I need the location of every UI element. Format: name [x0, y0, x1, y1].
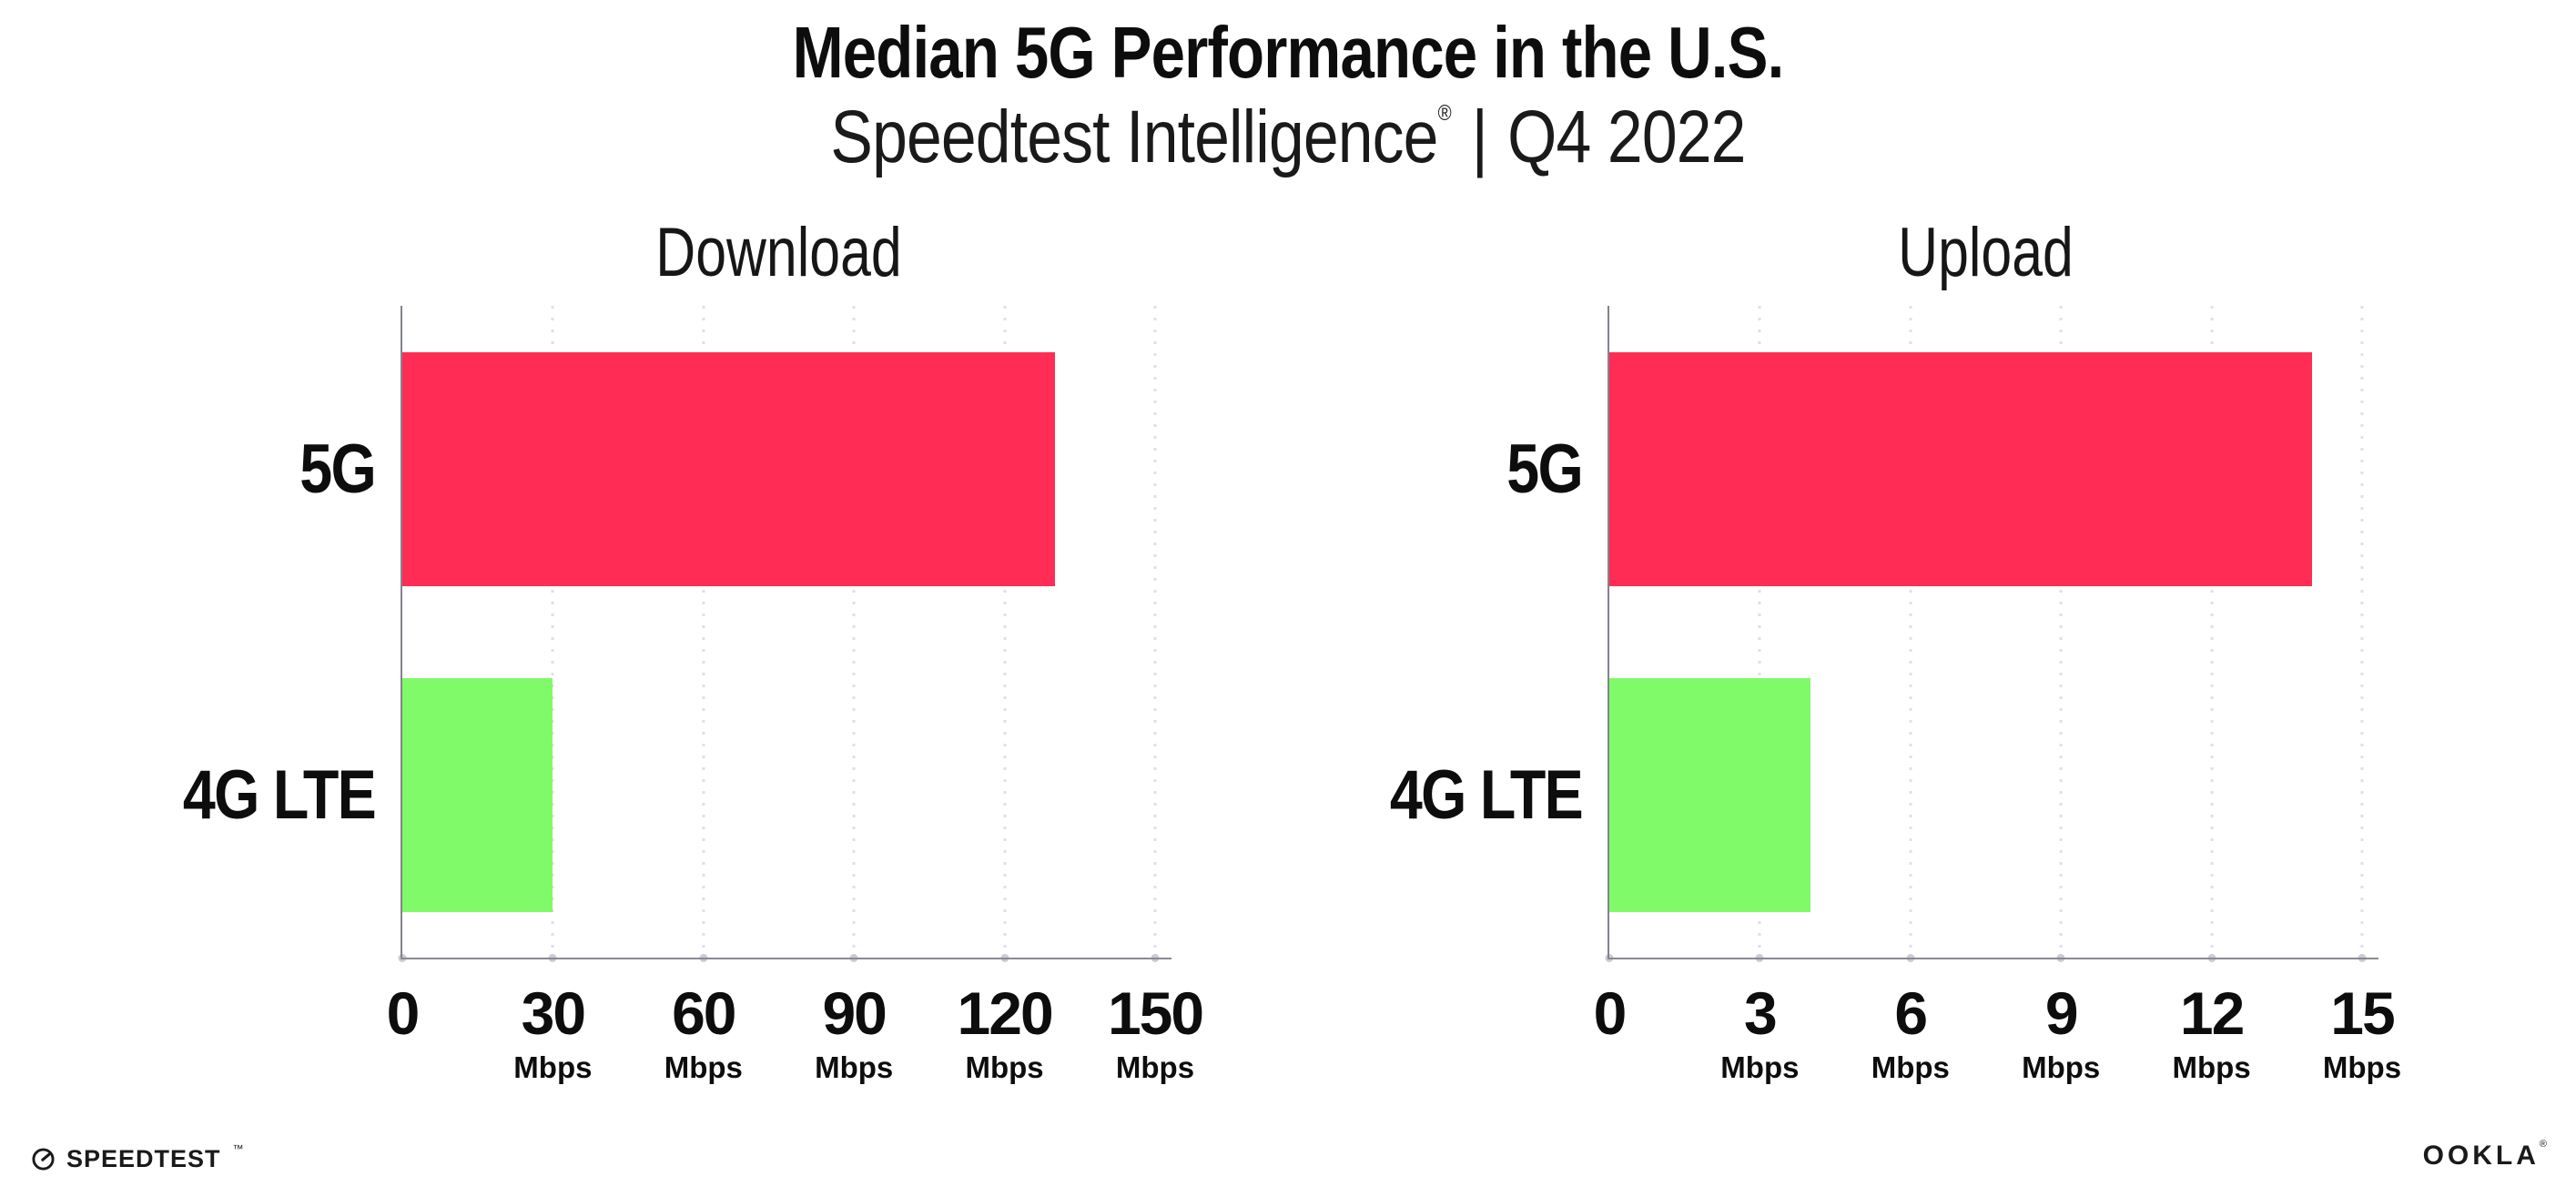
bar-5g-upload — [1609, 352, 2312, 586]
upload-x-axis-labels: 0 3 Mbps 6 Mbps 9 Mbps 12 Mbps 15 Mbps — [1594, 983, 2401, 1111]
bar-4g-lte-download — [402, 678, 553, 912]
x-tick-value: 12 — [2179, 979, 2245, 1047]
subtitle-separator: | — [1471, 96, 1488, 178]
x-tick-unit: Mbps — [965, 1050, 1044, 1084]
x-tick-unit: Mbps — [2322, 1050, 2402, 1084]
x-tick-value: 0 — [1593, 979, 1628, 1047]
category-label-4g-lte: 4G LTE — [1389, 756, 1584, 834]
subtitle-brand: Speedtest Intelligence — [830, 96, 1438, 178]
x-tick: 3 Mbps — [1720, 983, 1799, 1082]
bar-4g-lte-upload — [1609, 678, 1810, 912]
ookla-logo-text: OOKLA — [2422, 1141, 2540, 1171]
x-tick-value: 9 — [2044, 979, 2079, 1047]
x-tick-unit: Mbps — [815, 1050, 894, 1084]
gridline — [2059, 306, 2063, 958]
category-label-5g: 5G — [1506, 431, 1583, 508]
x-tick-value: 150 — [1107, 979, 1204, 1047]
x-tick-unit: Mbps — [2172, 1050, 2251, 1084]
gridline — [2210, 306, 2214, 958]
gridline — [702, 306, 705, 958]
x-tick: 0 — [1593, 979, 1628, 1047]
x-axis-line — [401, 958, 1171, 959]
page-title: Median 5G Performance in the U.S. — [792, 12, 1785, 93]
registered-mark: ® — [1437, 101, 1452, 126]
x-tick: 9 Mbps — [2022, 983, 2100, 1082]
speedtest-logo-text: SPEEDTEST — [66, 1145, 221, 1172]
category-label-4g-lte: 4G LTE — [182, 756, 377, 834]
x-tick-value: 90 — [822, 979, 887, 1047]
x-tick-value: 6 — [1894, 979, 1928, 1047]
download-chart-title: Download — [655, 214, 902, 291]
upload-chart: Upload 5G 4G LTE 0 3 — [1344, 0, 2401, 1197]
x-tick-unit: Mbps — [2022, 1050, 2101, 1084]
y-axis-line — [401, 306, 402, 958]
download-chart: Download 5G 4G LTE 0 30 — [137, 0, 1204, 1197]
gridline — [551, 306, 554, 958]
gridline — [1153, 306, 1157, 958]
x-tick-value: 15 — [2330, 979, 2395, 1047]
download-x-axis-labels: 0 30 Mbps 60 Mbps 90 Mbps 120 Mbps 150 M… — [387, 979, 1204, 1111]
gridline — [1003, 306, 1007, 958]
x-tick: 0 — [386, 979, 421, 1047]
bar-5g-download — [402, 352, 1055, 586]
x-tick: 15 Mbps — [2323, 983, 2401, 1082]
speedtest-logo: SPEEDTEST ™ — [31, 1142, 244, 1173]
upload-plot-area — [1605, 306, 2378, 962]
x-tick-value: 0 — [386, 979, 421, 1047]
x-tick-value: 30 — [521, 979, 586, 1047]
y-axis-line — [1607, 306, 1609, 958]
x-tick-unit: Mbps — [1115, 1050, 1195, 1084]
download-plot-area — [398, 306, 1171, 962]
x-tick-value: 60 — [672, 979, 736, 1047]
x-tick: 30 Mbps — [513, 983, 592, 1082]
gridline — [1909, 306, 1912, 958]
x-tick: 90 Mbps — [815, 983, 893, 1082]
speedtest-gauge-icon — [32, 1148, 55, 1171]
registered-symbol: ® — [2539, 1139, 2547, 1150]
gridline — [1758, 306, 1761, 958]
upload-chart-title: Upload — [1898, 214, 2074, 291]
subtitle-period: Q4 2022 — [1507, 96, 1746, 178]
gridline — [2360, 306, 2364, 958]
x-tick: 120 Mbps — [957, 979, 1054, 1084]
header: Median 5G Performance in the U.S. Speedt… — [0, 0, 2576, 180]
x-tick: 12 Mbps — [2173, 983, 2251, 1082]
x-tick: 6 Mbps — [1871, 983, 1950, 1082]
x-tick-unit: Mbps — [513, 1050, 593, 1084]
x-axis-line — [1607, 958, 2378, 959]
x-tick-value: 120 — [957, 979, 1054, 1047]
page-subtitle: Speedtest Intelligence® | Q4 2022 — [193, 95, 2383, 180]
x-tick-unit: Mbps — [1720, 1050, 1800, 1084]
ookla-logo: OOKLA ® — [2422, 1139, 2547, 1172]
x-tick: 150 Mbps — [1107, 979, 1204, 1084]
x-tick-unit: Mbps — [1871, 1050, 1950, 1084]
trademark-symbol: ™ — [232, 1142, 244, 1155]
x-tick-unit: Mbps — [664, 1050, 743, 1084]
x-tick-value: 3 — [1744, 979, 1778, 1047]
gridline — [852, 306, 856, 958]
category-label-5g: 5G — [299, 431, 376, 508]
x-tick: 60 Mbps — [664, 983, 743, 1082]
